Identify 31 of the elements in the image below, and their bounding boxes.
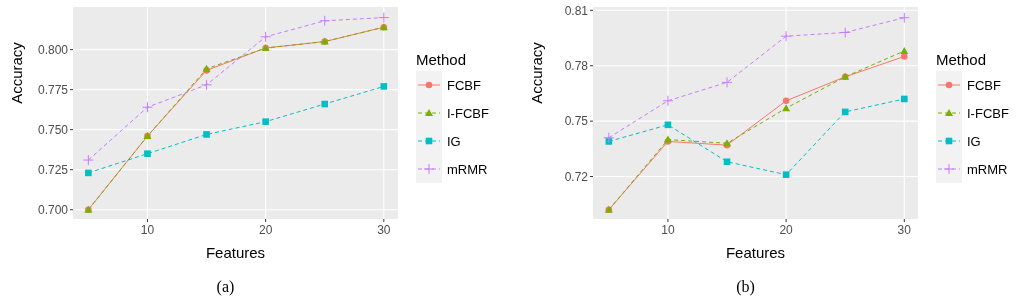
x-tick-label: 30 — [897, 223, 912, 237]
legend-label: mRMR — [967, 161, 1008, 177]
x-tick-label: 20 — [779, 223, 794, 237]
y-tick-label: 0.725 — [37, 162, 69, 177]
legend-label: FCBF — [447, 77, 481, 93]
x-axis-title: Features — [725, 244, 786, 261]
text: (b) — [736, 278, 755, 296]
x-tick-label: 30 — [377, 223, 391, 237]
text: (a) — [216, 278, 235, 296]
x-tick-label: 10 — [661, 223, 675, 237]
legend-title: Method — [416, 51, 467, 68]
y-axis-title: Accuracy — [528, 41, 545, 104]
y-tick-label: 0.72 — [564, 169, 589, 184]
y-tick-label: 0.775 — [37, 82, 69, 97]
legend-label: I-FCBF — [967, 105, 1009, 121]
x-axis-title: Features — [205, 244, 266, 261]
legend-label: IG — [967, 133, 981, 149]
legend-title: Method — [936, 51, 987, 68]
y-tick-label: 0.81 — [564, 3, 589, 18]
y-tick-label: 0.78 — [564, 58, 589, 73]
x-tick-label: 10 — [140, 223, 155, 237]
y-tick-label: 0.75 — [564, 114, 589, 129]
y-tick-label: 0.700 — [37, 202, 69, 217]
y-tick-label: 0.800 — [37, 42, 69, 57]
legend-label: mRMR — [447, 161, 488, 177]
legend-label: I-FCBF — [447, 105, 489, 121]
y-axis-title: Accuracy — [8, 41, 25, 104]
legend-label: IG — [447, 133, 461, 149]
y-tick-label: 0.750 — [37, 122, 69, 137]
x-tick-label: 20 — [258, 223, 273, 237]
legend-label: FCBF — [967, 77, 1001, 93]
